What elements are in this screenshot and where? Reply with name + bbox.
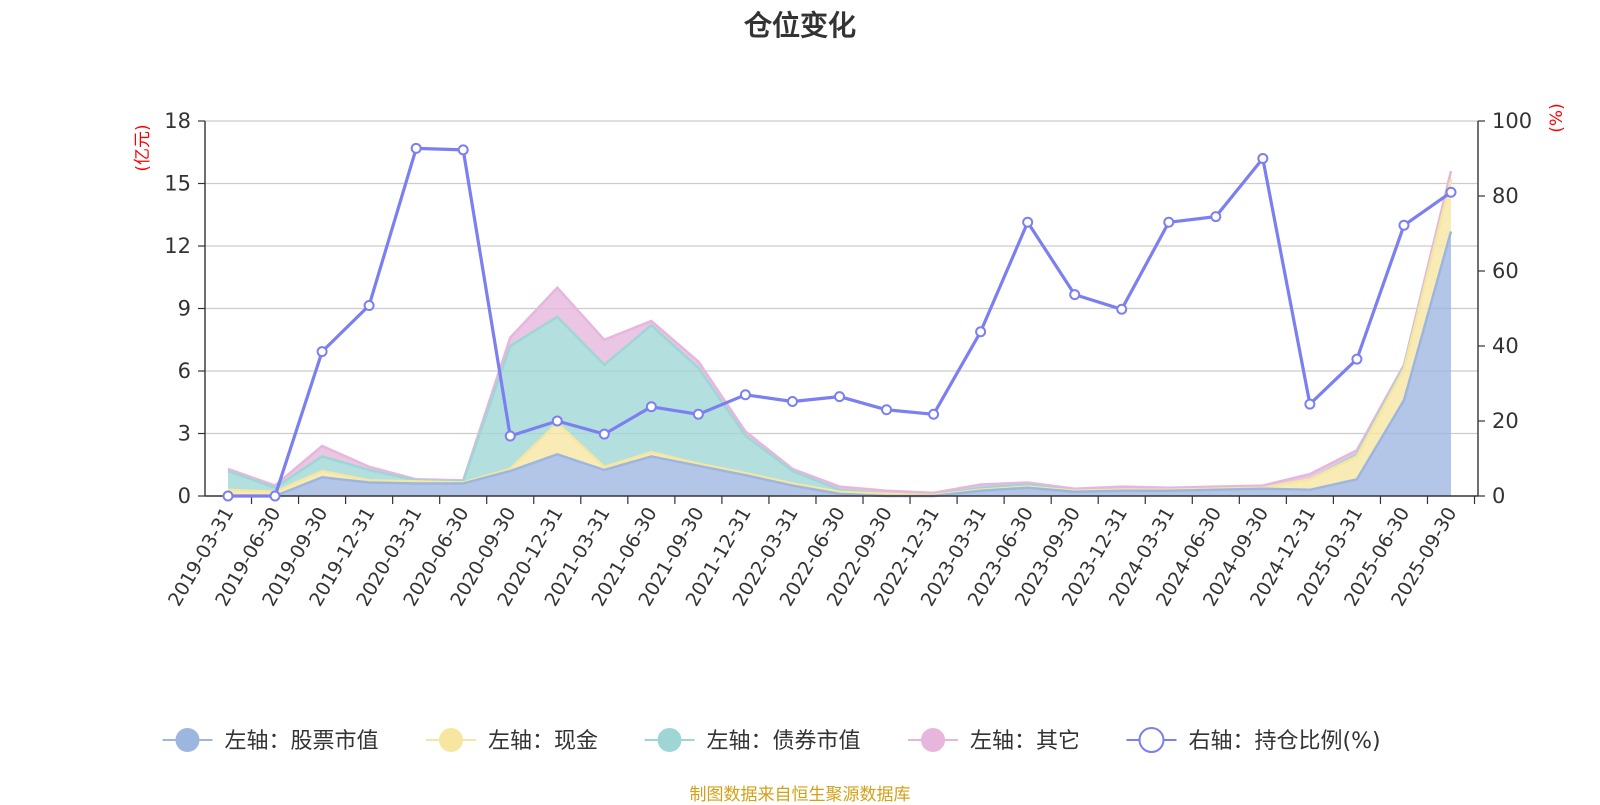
ratio-point: [786, 396, 798, 407]
legend-item: 左轴：其它: [908, 728, 1080, 754]
legend-label: 左轴：现金: [488, 729, 598, 754]
legend-marker: [175, 728, 200, 752]
ratio-point: [316, 346, 328, 358]
left-axis-tick-label: 12: [164, 234, 191, 258]
ratio-point: [881, 404, 893, 416]
ratio-point: [928, 408, 940, 420]
ratio-point: [739, 389, 751, 401]
source-note: 制图数据来自恒生聚源数据库: [689, 785, 911, 805]
right-axis-tick-label: 100: [1492, 109, 1532, 133]
legend-marker: [1138, 727, 1165, 753]
legend-item: 左轴：股票市值: [162, 728, 379, 754]
ratio-point: [504, 430, 516, 442]
area-top-line: [227, 178, 1453, 497]
area-top-line: [228, 231, 1453, 498]
legend-marker: [921, 728, 945, 752]
ratio-point: [1210, 211, 1222, 223]
legend-label: 右轴：持仓比例(%): [1189, 729, 1381, 754]
legend-item: 左轴：债券市值: [644, 728, 861, 754]
ratio-point: [645, 401, 657, 413]
right-axis-tick-label: 20: [1492, 409, 1519, 433]
ratio-point: [222, 490, 234, 502]
left-axis-tick-label: 3: [178, 422, 191, 446]
axes: 03691215180204060801002019-03-312019-06-…: [164, 109, 1532, 610]
ratio-point: [269, 490, 281, 502]
area-top-line: [227, 170, 1453, 495]
area-band: [228, 179, 1451, 497]
chart-title: 仓位变化: [743, 9, 856, 42]
ratio-point: [410, 142, 422, 154]
left-axis-tick-label: 15: [164, 172, 191, 196]
ratio-line: [228, 146, 1452, 498]
right-axis-unit: (%): [1547, 103, 1567, 132]
area-band: [228, 171, 1451, 495]
legend-label: 左轴：债券市值: [707, 729, 861, 754]
ratio-point: [1398, 219, 1410, 231]
ratio-point: [692, 408, 704, 420]
left-axis-tick-label: 0: [178, 484, 191, 508]
legend-label: 左轴：股票市值: [225, 729, 379, 754]
ratio-point: [1116, 303, 1128, 315]
left-axis-tick-label: 18: [164, 109, 191, 133]
stacked-areas: [227, 170, 1453, 498]
ratio-point: [457, 144, 469, 156]
right-axis-tick-label: 40: [1492, 334, 1519, 358]
ratio-point: [551, 415, 563, 427]
ratio-point: [1445, 186, 1457, 198]
legend-item: 左轴：现金: [426, 728, 598, 754]
left-axis-unit: (亿元): [133, 124, 153, 171]
right-axis-tick-label: 0: [1492, 484, 1505, 508]
ratio-point: [1304, 398, 1316, 410]
ratio-point: [363, 300, 375, 311]
grid-lines: [205, 120, 1478, 435]
ratio-line-layer: [222, 142, 1457, 502]
area-band: [228, 231, 1451, 496]
ratio-point: [1163, 216, 1175, 228]
legend-label: 左轴：其它: [970, 729, 1080, 754]
ratio-point: [598, 428, 610, 440]
left-axis-tick-label: 6: [178, 359, 191, 383]
area-top-line: [227, 178, 1453, 497]
right-axis-tick-label: 60: [1492, 259, 1519, 283]
ratio-point: [834, 391, 845, 403]
ratio-point: [1069, 289, 1081, 301]
legend-item: 右轴：持仓比例(%): [1126, 727, 1381, 754]
area-band: [228, 179, 1451, 496]
legend-marker: [657, 728, 682, 752]
ratio-point: [1257, 153, 1269, 164]
legend-marker: [439, 728, 463, 752]
legend: 左轴：股票市值 左轴：现金 左轴：债券市值 左轴：其它 右轴：持仓比例(%): [162, 727, 1381, 754]
right-axis-tick-label: 80: [1492, 184, 1519, 208]
ratio-point: [975, 326, 987, 338]
ratio-point: [1351, 353, 1363, 365]
ratio-point: [1022, 216, 1034, 228]
left-axis-tick-label: 9: [178, 297, 191, 321]
